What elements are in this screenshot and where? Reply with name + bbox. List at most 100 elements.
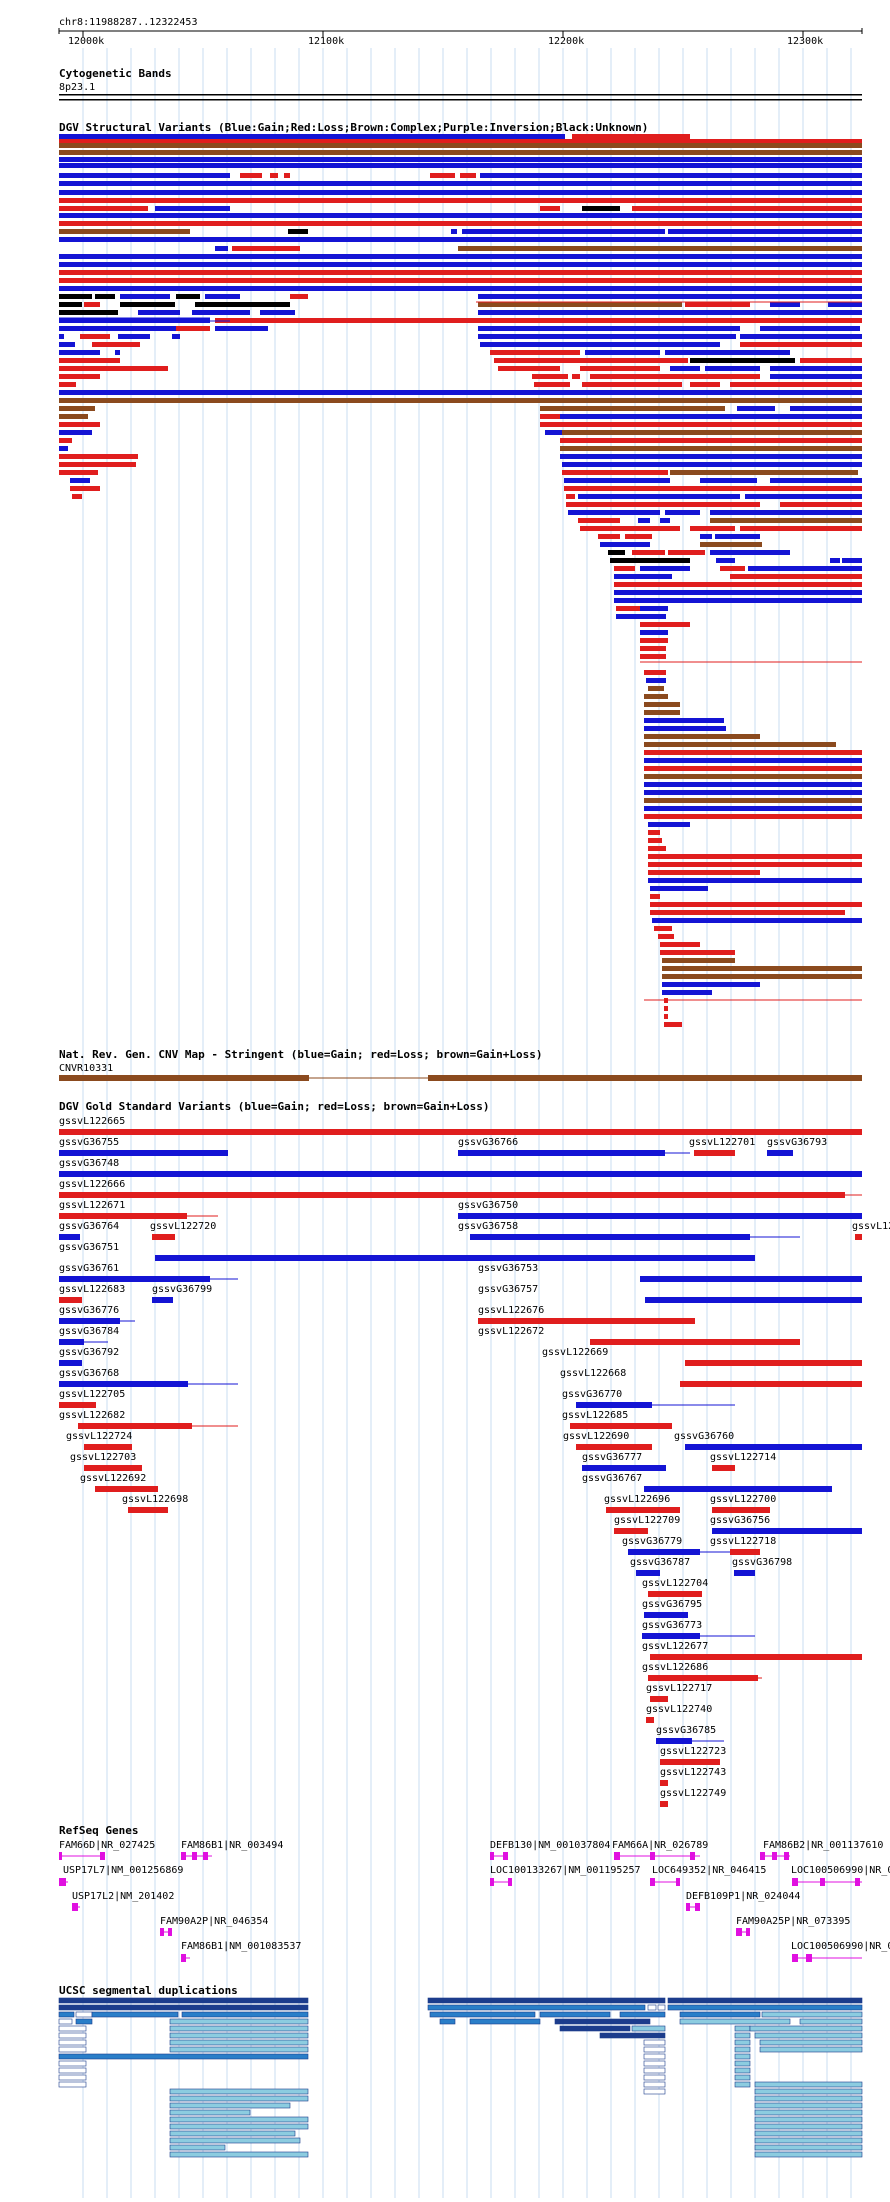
gold-variant-bar[interactable]	[84, 1444, 132, 1450]
gold-variant-bar[interactable]	[660, 1780, 668, 1786]
dgv-variant-bar[interactable]	[59, 302, 82, 307]
gold-variant-bar[interactable]	[648, 1591, 702, 1597]
dgv-variant-bar[interactable]	[828, 302, 862, 307]
dgv-variant-bar[interactable]	[84, 302, 100, 307]
segdup-bar[interactable]	[58, 2018, 73, 2025]
dgv-variant-bar[interactable]	[59, 213, 862, 218]
dgv-variant-bar[interactable]	[568, 510, 600, 515]
dgv-variant-bar[interactable]	[59, 190, 862, 195]
dgv-variant-bar[interactable]	[118, 334, 150, 339]
dgv-variant-bar[interactable]	[478, 326, 740, 331]
dgv-variant-bar[interactable]	[644, 734, 760, 739]
gold-variant-bar[interactable]	[694, 1150, 735, 1156]
dgv-variant-bar[interactable]	[730, 382, 862, 387]
dgv-variant-bar[interactable]	[578, 494, 740, 499]
dgv-variant-bar[interactable]	[59, 422, 100, 427]
dgv-variant-bar[interactable]	[560, 414, 862, 419]
segdup-bar[interactable]	[427, 1997, 666, 2004]
gold-variant-bar[interactable]	[95, 1486, 158, 1492]
dgv-variant-bar[interactable]	[648, 854, 862, 859]
segdup-bar[interactable]	[169, 2137, 301, 2144]
dgv-variant-bar[interactable]	[644, 758, 862, 763]
dgv-variant-bar[interactable]	[260, 310, 295, 315]
dgv-variant-bar[interactable]	[640, 654, 666, 659]
segdup-bar[interactable]	[759, 2039, 863, 2046]
dgv-variant-bar[interactable]	[790, 406, 862, 411]
dgv-variant-bar[interactable]	[640, 606, 668, 611]
gene-exon[interactable]	[676, 1878, 680, 1886]
segdup-bar[interactable]	[754, 2081, 863, 2088]
dgv-variant-bar[interactable]	[59, 173, 230, 178]
dgv-variant-bar[interactable]	[59, 134, 565, 139]
segdup-bar[interactable]	[599, 2032, 666, 2039]
gold-variant-bar[interactable]	[59, 1297, 82, 1303]
segdup-bar[interactable]	[759, 2046, 863, 2053]
segdup-bar[interactable]	[169, 2116, 309, 2123]
gene-exon[interactable]	[784, 1852, 789, 1860]
dgv-variant-bar[interactable]	[138, 310, 180, 315]
dgv-variant-bar[interactable]	[660, 942, 700, 947]
dgv-variant-bar[interactable]	[566, 494, 575, 499]
dgv-variant-bar[interactable]	[560, 438, 862, 443]
cytoband-track[interactable]: Cytogenetic Bands 8p23.1	[59, 67, 862, 101]
gene-exon[interactable]	[695, 1903, 700, 1911]
dgv-variant-bar[interactable]	[572, 374, 580, 379]
dgv-variant-bar[interactable]	[665, 910, 845, 915]
gold-variant-bar[interactable]	[458, 1213, 862, 1219]
dgv-variant-bar[interactable]	[478, 310, 862, 315]
dgv-variant-bar[interactable]	[640, 358, 688, 363]
dgv-variant-bar[interactable]	[545, 430, 562, 435]
gold-variant-bar[interactable]	[59, 1171, 862, 1177]
dgv-variant-bar[interactable]	[430, 173, 455, 178]
dgv-variant-bar[interactable]	[540, 414, 560, 419]
dgv-variant-bar[interactable]	[737, 406, 775, 411]
dgv-variant-bar[interactable]	[668, 229, 862, 234]
segdup-bar[interactable]	[169, 2039, 309, 2046]
dgv-variant-bar[interactable]	[800, 358, 862, 363]
gold-variant-bar[interactable]	[648, 1675, 758, 1681]
dgv-variant-bar[interactable]	[566, 502, 760, 507]
dgv-variant-bar[interactable]	[662, 990, 712, 995]
dgv-variant-bar[interactable]	[644, 750, 862, 755]
gold-variant-bar[interactable]	[458, 1150, 665, 1156]
dgv-variant-bar[interactable]	[610, 558, 690, 563]
segdup-bar[interactable]	[734, 2032, 751, 2039]
segdup-bar[interactable]	[734, 2074, 751, 2081]
dgv-variant-bar[interactable]	[59, 150, 862, 155]
dgv-variant-bar[interactable]	[646, 678, 666, 683]
segdup-bar[interactable]	[58, 2039, 87, 2046]
dgv-variant-bar[interactable]	[60, 358, 120, 363]
dgv-variant-bar[interactable]	[644, 782, 862, 787]
gold-variant-bar[interactable]	[730, 1549, 760, 1555]
segdup-bar[interactable]	[75, 2018, 93, 2025]
dgv-variant-bar[interactable]	[614, 598, 862, 603]
gold-variant-bar[interactable]	[636, 1570, 660, 1576]
dgv-variant-bar[interactable]	[668, 550, 705, 555]
dgv-variant-bar[interactable]	[842, 558, 862, 563]
dgv-variant-bar[interactable]	[770, 366, 862, 371]
dgv-variant-bar[interactable]	[664, 1014, 668, 1019]
gold-variant-bar[interactable]	[570, 1423, 672, 1429]
dgv-variant-bar[interactable]	[632, 550, 665, 555]
dgv-variant-bar[interactable]	[480, 173, 862, 178]
gene-exon[interactable]	[614, 1852, 620, 1860]
segdup-bar[interactable]	[169, 2095, 309, 2102]
gold-variant-bar[interactable]	[644, 1486, 832, 1492]
dgv-variant-bar[interactable]	[720, 566, 745, 571]
dgv-variant-bar[interactable]	[480, 342, 720, 347]
dgv-variant-bar[interactable]	[72, 494, 82, 499]
gene-exon[interactable]	[203, 1852, 208, 1860]
segdup-bar[interactable]	[169, 2025, 309, 2032]
dgv-variant-bar[interactable]	[648, 846, 666, 851]
segdup-bar[interactable]	[667, 2004, 863, 2011]
segdup-track[interactable]: UCSC segmental duplications	[58, 1984, 863, 2158]
dgv-variant-bar[interactable]	[662, 982, 760, 987]
segdup-bar[interactable]	[58, 2032, 87, 2039]
dgv-variant-bar[interactable]	[270, 173, 278, 178]
gold-variant-bar[interactable]	[576, 1444, 652, 1450]
dgv-variant-bar[interactable]	[830, 558, 840, 563]
dgv-variant-bar[interactable]	[644, 806, 862, 811]
gene-exon[interactable]	[690, 1852, 695, 1860]
dgv-variant-bar[interactable]	[562, 462, 862, 467]
dgv-variant-bar[interactable]	[648, 830, 660, 835]
